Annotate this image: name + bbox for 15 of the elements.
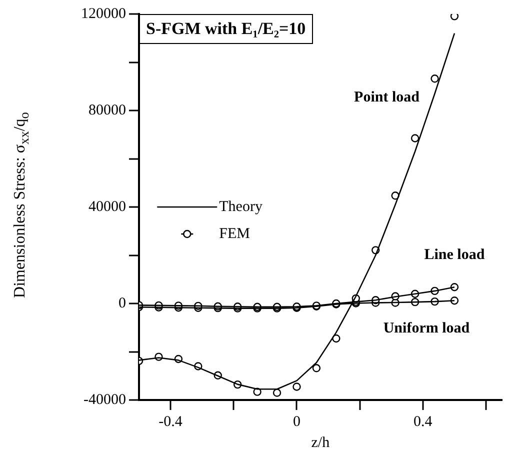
annotation: Point load [354,89,420,106]
x-axis-title: z/h [311,434,330,451]
x-tick-label: -0.4 [158,414,183,430]
y-tick-label: 40000 [88,198,126,215]
chart-title: S-FGM with E₁/E₂=10 [139,14,313,44]
y-tick-label: 120000 [81,6,126,22]
x-tick-label: 0.4 [414,414,433,430]
legend-label: FEM [219,226,250,242]
y-tick-label: 0 [118,295,126,312]
annotation: Uniform load [383,320,470,336]
y-tick-label: -40000 [84,392,126,408]
legend-label: Theory [219,198,263,215]
annotation: Line load [424,246,486,263]
y-tick-label: 80000 [88,102,126,118]
x-tick-label: 0 [292,414,300,430]
